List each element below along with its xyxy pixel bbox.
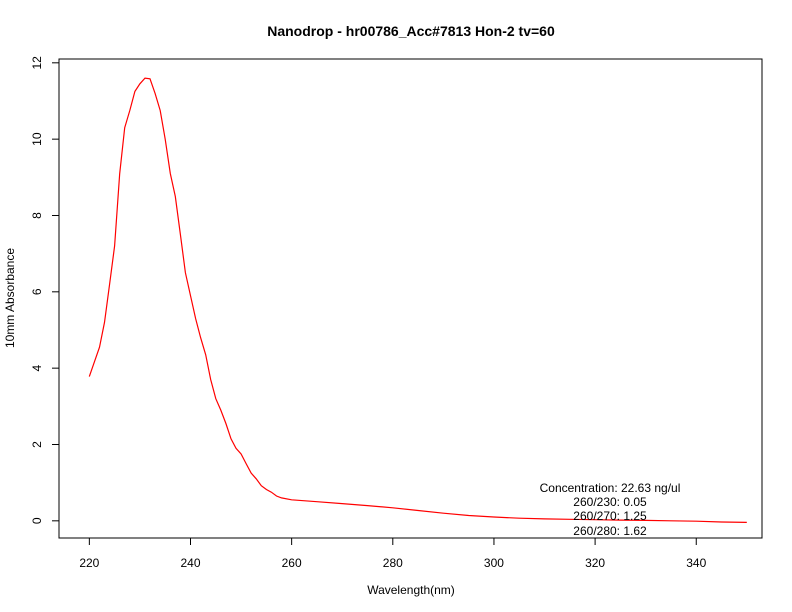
plot-frame: [58, 58, 763, 539]
y-tick-label: 2: [30, 441, 44, 448]
x-tick-label: 260: [282, 556, 302, 570]
x-axis-label: Wavelength(nm): [367, 583, 455, 597]
ratio-260-230-annotation: 260/230: 0.05: [573, 495, 647, 509]
annotation-box: Concentration: 22.63 ng/ul 260/230: 0.05…: [540, 481, 681, 538]
y-axis-label: 10mm Absorbance: [3, 248, 17, 348]
x-tick-label: 240: [180, 556, 200, 570]
y-tick-label: 6: [30, 288, 44, 295]
ratio-260-270-annotation: 260/270: 1.25: [573, 509, 647, 523]
ratio-260-280-annotation: 260/280: 1.62: [573, 524, 647, 538]
absorbance-series-line: [88, 77, 747, 523]
concentration-annotation: Concentration: 22.63 ng/ul: [540, 481, 681, 495]
x-tick-label: 280: [383, 556, 403, 570]
x-axis: 220 240 260 280 300 320 340: [79, 537, 707, 570]
x-tick-label: 300: [484, 556, 504, 570]
y-tick-label: 8: [30, 212, 44, 219]
chart-title: Nanodrop - hr00786_Acc#7813 Hon-2 tv=60: [267, 23, 555, 39]
x-tick-label: 340: [686, 556, 706, 570]
y-tick-label: 0: [30, 517, 44, 524]
series-group: [88, 77, 747, 523]
y-tick-label: 12: [30, 56, 44, 70]
y-tick-label: 4: [30, 364, 44, 371]
x-tick-label: 220: [79, 556, 99, 570]
y-tick-label: 10: [30, 132, 44, 146]
x-tick-label: 320: [585, 556, 605, 570]
y-axis: 0 2 4 6 8 10 12: [30, 56, 60, 524]
